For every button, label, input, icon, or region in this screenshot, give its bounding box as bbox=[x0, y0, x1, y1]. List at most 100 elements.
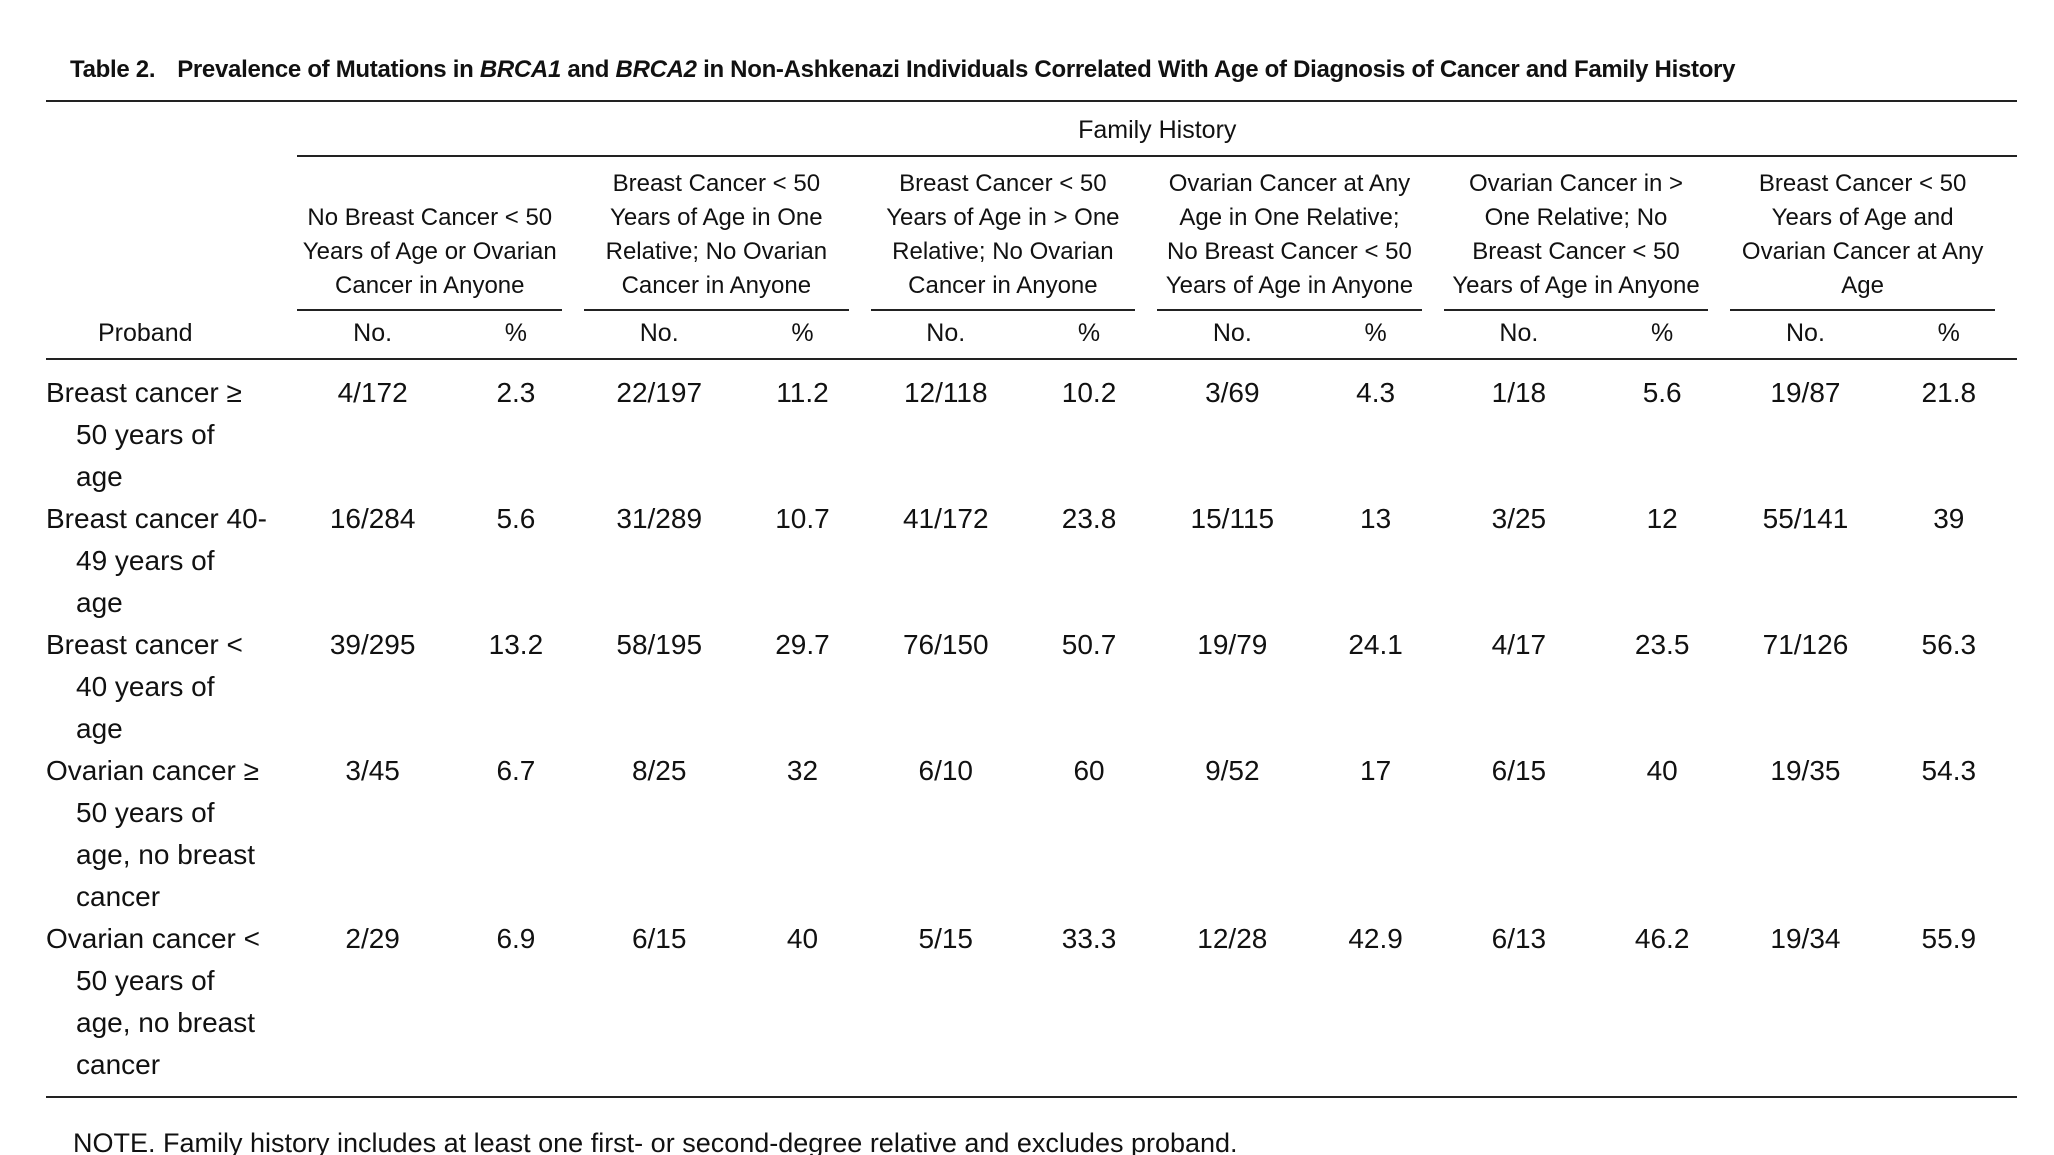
group-header: Breast Cancer < 50 Years of Age in > One… bbox=[870, 156, 1158, 311]
stub-header: Proband bbox=[46, 311, 298, 360]
percent-cell: 6.7 bbox=[496, 755, 536, 786]
group-header-label: Breast Cancer < 50 Years of Age in One R… bbox=[584, 167, 849, 311]
group-header: Breast Cancer < 50 Years of Age and Ovar… bbox=[1730, 156, 2017, 311]
group-header-label: Breast Cancer < 50 Years of Age and Ovar… bbox=[1730, 167, 1995, 311]
title-part: in Non-Ashkenazi Individuals Correlated … bbox=[696, 56, 1736, 83]
column-header: % bbox=[447, 311, 585, 360]
table-row: Breast cancer 40-49 years of age 16/284 5.… bbox=[46, 498, 2017, 624]
group-header: Breast Cancer < 50 Years of Age in One R… bbox=[584, 156, 871, 311]
percent-cell: 60 bbox=[1073, 755, 1105, 786]
count-cell: 31/289 bbox=[616, 503, 703, 534]
count-cell: 5/15 bbox=[870, 918, 1021, 1098]
column-header: No. bbox=[1157, 311, 1308, 360]
table-row: Ovarian cancer ≥ 50 years of age, no bre… bbox=[46, 750, 2017, 918]
percent-cell: 55.9 bbox=[1880, 918, 2017, 1098]
column-header: No. bbox=[1443, 311, 1595, 360]
count-cell: 41/172 bbox=[902, 503, 989, 534]
group-header-label: No Breast Cancer < 50 Years of Age or Ov… bbox=[297, 201, 563, 311]
percent-cell: 5.6 bbox=[1642, 377, 1682, 408]
title-label: Table 2. bbox=[70, 56, 156, 83]
percent-cell: 21.8 bbox=[1921, 377, 1977, 408]
table-row: Ovarian cancer < 50 years of age, no bre… bbox=[46, 918, 2017, 1098]
percent-cell: 46.2 bbox=[1594, 918, 1731, 1098]
proband-label: Breast cancer 40-49 years of age bbox=[46, 503, 267, 618]
count-cell: 19/87 bbox=[1770, 377, 1841, 408]
count-cell: 2/29 bbox=[297, 918, 448, 1098]
rule bbox=[46, 100, 2017, 102]
column-header: No. bbox=[584, 311, 735, 360]
blank-cell bbox=[46, 156, 297, 311]
count-cell: 71/126 bbox=[1762, 629, 1849, 660]
table-note: NOTE. Family history includes at least o… bbox=[73, 1128, 1238, 1155]
title-part: BRCA2 bbox=[615, 56, 697, 83]
percent-cell: 50.7 bbox=[1061, 629, 1117, 660]
column-header: % bbox=[734, 311, 871, 360]
table-row: Breast cancer ≥ 50 years of age 4/172 2.3 2… bbox=[46, 359, 2017, 498]
percent-cell: 10.2 bbox=[1061, 377, 1117, 408]
group-header-row: No Breast Cancer < 50 Years of Age or Ov… bbox=[46, 156, 2017, 311]
percent-cell: 4.3 bbox=[1356, 377, 1396, 408]
percent-cell: 13 bbox=[1360, 503, 1392, 534]
count-cell: 16/284 bbox=[329, 503, 416, 534]
percent-cell: 54.3 bbox=[1921, 755, 1977, 786]
spanner: Family History bbox=[297, 104, 2017, 157]
blank-cell bbox=[46, 104, 297, 156]
proband-label: Breast cancer ≥ 50 years of age bbox=[46, 377, 242, 492]
proband-label: Breast cancer < 40 years of age bbox=[46, 629, 243, 744]
data-table: Family History No Breast Cancer < 50 Yea… bbox=[46, 104, 2017, 1098]
percent-cell: 40 bbox=[1646, 755, 1678, 786]
column-header: No. bbox=[1730, 311, 1881, 360]
column-header: % bbox=[1594, 311, 1731, 360]
percent-cell: 13.2 bbox=[488, 629, 544, 660]
percent-cell: 2.3 bbox=[496, 377, 536, 408]
count-cell: 3/45 bbox=[345, 755, 400, 786]
percent-cell: 12 bbox=[1646, 503, 1678, 534]
column-header: % bbox=[1020, 311, 1158, 360]
count-cell: 1/18 bbox=[1491, 377, 1547, 408]
proband-label: Ovarian cancer < 50 years of age, no bre… bbox=[46, 918, 298, 1098]
percent-cell: 23.5 bbox=[1634, 629, 1690, 660]
percent-cell: 42.9 bbox=[1307, 918, 1444, 1098]
count-cell: 12/28 bbox=[1157, 918, 1308, 1098]
table-row: Breast cancer < 40 years of age 39/295 13.… bbox=[46, 624, 2017, 750]
subheader-row: Proband No.% No.% No.% No.% No.% No.% bbox=[46, 311, 2017, 360]
count-cell: 3/25 bbox=[1491, 503, 1547, 534]
count-cell: 12/118 bbox=[903, 377, 988, 408]
group-header: Ovarian Cancer in > One Relative; No Bre… bbox=[1443, 156, 1731, 311]
group-header-label: Ovarian Cancer in > One Relative; No Bre… bbox=[1443, 167, 1709, 311]
count-cell: 19/34 bbox=[1730, 918, 1881, 1098]
count-cell: 15/115 bbox=[1190, 503, 1275, 534]
percent-cell: 32 bbox=[786, 755, 819, 786]
count-cell: 58/195 bbox=[616, 629, 703, 660]
count-cell: 3/69 bbox=[1205, 377, 1260, 408]
column-header: % bbox=[1880, 311, 2017, 360]
percent-cell: 17 bbox=[1360, 755, 1392, 786]
group-header-label: Ovarian Cancer at Any Age in One Relativ… bbox=[1157, 167, 1422, 311]
count-cell: 6/15 bbox=[584, 918, 735, 1098]
group-header: No Breast Cancer < 50 Years of Age or Ov… bbox=[297, 156, 584, 311]
column-header: No. bbox=[297, 311, 448, 360]
title-part: BRCA1 bbox=[479, 56, 562, 83]
percent-cell: 10.7 bbox=[775, 503, 830, 534]
title-text: Prevalence of Mutations in BRCA1 and BRC… bbox=[177, 56, 1735, 83]
count-cell: 22/197 bbox=[616, 377, 703, 408]
count-cell: 55/141 bbox=[1762, 503, 1849, 534]
percent-cell: 5.6 bbox=[496, 503, 536, 534]
percent-cell: 56.3 bbox=[1921, 629, 1977, 660]
percent-cell: 6.9 bbox=[447, 918, 585, 1098]
count-cell: 19/35 bbox=[1770, 755, 1841, 786]
percent-cell: 39 bbox=[1933, 503, 1965, 534]
percent-cell: 33.3 bbox=[1020, 918, 1158, 1098]
count-cell: 76/150 bbox=[902, 629, 989, 660]
group-header-label: Breast Cancer < 50 Years of Age in > One… bbox=[870, 167, 1136, 311]
count-cell: 6/10 bbox=[918, 755, 974, 786]
column-header: % bbox=[1307, 311, 1444, 360]
count-cell: 39/295 bbox=[329, 629, 416, 660]
count-cell: 6/13 bbox=[1443, 918, 1595, 1098]
column-header: No. bbox=[870, 311, 1021, 360]
percent-cell: 29.7 bbox=[775, 629, 830, 660]
group-header: Ovarian Cancer at Any Age in One Relativ… bbox=[1157, 156, 1444, 311]
table-title: Table 2. Prevalence of Mutations in BRCA1… bbox=[70, 56, 1735, 84]
count-cell: 8/25 bbox=[631, 755, 687, 786]
